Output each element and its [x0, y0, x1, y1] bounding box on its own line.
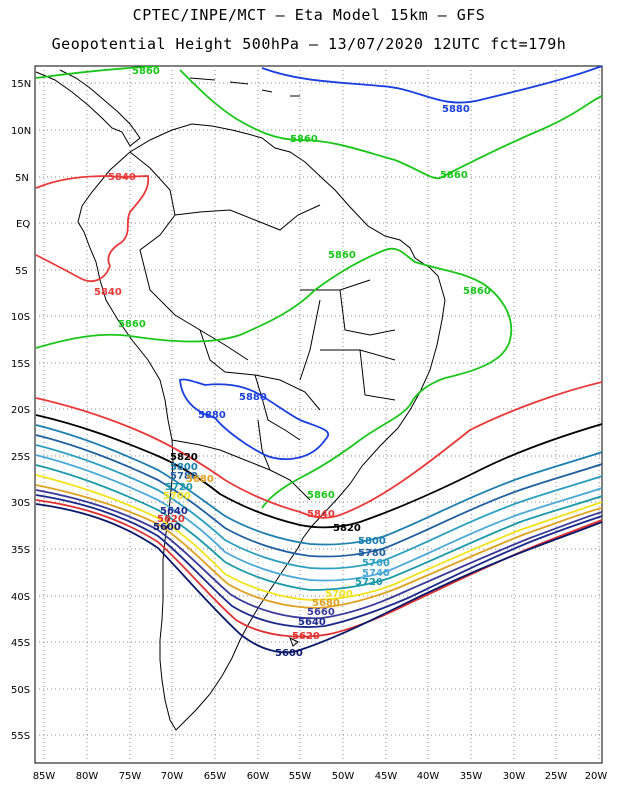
lon-label: 45W: [375, 771, 398, 782]
contour-label-5860: 5860: [132, 66, 160, 77]
lat-label: 10S: [11, 312, 30, 323]
contour-5780: [35, 434, 602, 558]
contour-label-5860: 5860: [118, 319, 146, 330]
lon-label: 60W: [247, 771, 270, 782]
lat-label: 15N: [11, 79, 31, 90]
contour-label-5640: 5640: [160, 506, 188, 517]
contour-5600: [35, 503, 602, 654]
contour-5760: [35, 444, 602, 570]
contour-5860: [35, 247, 513, 509]
contour-label-5860: 5860: [307, 490, 335, 501]
contour-label-5700: 5700: [163, 491, 191, 502]
gridlines: [35, 66, 602, 763]
contour-5740: [35, 454, 602, 582]
contour-5800: [35, 424, 602, 546]
contour-label-5720: 5720: [355, 577, 383, 588]
lat-label: 10N: [11, 126, 31, 137]
contour-label-5880: 5880: [239, 392, 267, 403]
lat-label: 55S: [11, 731, 30, 742]
contour-label-5720: 5720: [165, 482, 193, 493]
contour-5680: [35, 484, 602, 609]
country-borders: [129, 151, 321, 501]
lon-label: 50W: [332, 771, 355, 782]
lon-label: 30W: [503, 771, 526, 782]
lat-label: 40S: [11, 592, 30, 603]
caribbean-islands: [189, 77, 300, 97]
contour-label-5880: 5880: [442, 104, 470, 115]
lon-label: 55W: [289, 771, 312, 782]
contour-label-5760: 5760: [362, 558, 390, 569]
lat-label: EQ: [16, 219, 30, 230]
contour-5660: [35, 489, 602, 620]
contour-label-5780: 5780: [358, 548, 386, 559]
contour-label-5660: 5660: [307, 607, 335, 618]
contour-label-5840: 5840: [94, 287, 122, 298]
map-subtitle: Geopotential Height 500hPa – 13/07/2020 …: [51, 35, 567, 53]
lat-label: 25S: [11, 452, 30, 463]
contour-5840: [35, 381, 602, 519]
lat-label: 35S: [11, 545, 30, 556]
contour-label-5880: 5880: [198, 410, 226, 421]
contour-5700: [35, 474, 602, 601]
contour-label-5820: 5820: [170, 452, 198, 463]
lon-label: 85W: [33, 771, 56, 782]
contour-label-5860: 5860: [328, 250, 356, 261]
lat-label: 15S: [11, 359, 30, 370]
contour-label-5600: 5600: [153, 522, 181, 533]
contour-label-5700: 5700: [325, 589, 353, 600]
contour-label-5680: 5680: [186, 474, 214, 485]
lat-label: 50S: [11, 685, 30, 696]
contour-label-5840: 5840: [108, 172, 136, 183]
contour-label-5800: 5800: [358, 536, 386, 547]
contour-label-5620: 5620: [157, 514, 185, 525]
contour-label-5780: 5780: [170, 471, 198, 482]
contour-5840: [35, 175, 150, 282]
contour-label-5680: 5680: [312, 598, 340, 609]
brazil-state-borders: [299, 279, 396, 401]
latitude-labels: 15N 10N 5N EQ 5S 10S 15S 20S 25S 30S 35S…: [11, 79, 31, 742]
contours: [35, 66, 602, 654]
contour-label-5840: 5840: [307, 509, 335, 520]
lon-label: 65W: [204, 771, 227, 782]
contour-5620: [35, 499, 602, 638]
south-america-coastline: [77, 123, 446, 731]
contour-labels: 5860 5880 5860 5860 5840 5860 5860 5840 …: [94, 66, 491, 659]
contour-label-5860: 5860: [440, 170, 468, 181]
lat-label: 45S: [11, 638, 30, 649]
lon-label: 35W: [460, 771, 483, 782]
lat-label: 20S: [11, 405, 30, 416]
contour-5860: [35, 66, 602, 180]
contour-5880: [261, 66, 602, 104]
lat-label: 30S: [11, 498, 30, 509]
lon-label: 75W: [119, 771, 142, 782]
longitude-labels: 85W 80W 75W 70W 65W 60W 55W 50W 45W 40W …: [33, 771, 608, 782]
falkland-islands: [289, 636, 299, 647]
contour-5820: [35, 414, 602, 529]
contour-label-5800: 5800: [170, 462, 198, 473]
contour-label-5600: 5600: [275, 648, 303, 659]
lon-label: 70W: [161, 771, 184, 782]
contour-label-5620: 5620: [292, 631, 320, 642]
contour-5720: [35, 464, 602, 591]
contour-label-5820: 5820: [333, 523, 361, 534]
lon-label: 40W: [417, 771, 440, 782]
coastlines: [35, 69, 446, 731]
contour-label-5860: 5860: [290, 134, 318, 145]
plot-frame: [34, 65, 603, 764]
contour-label-5860: 5860: [463, 286, 491, 297]
contour-5640: [35, 494, 602, 628]
central-america-coastline: [35, 69, 141, 147]
lon-label: 25W: [545, 771, 568, 782]
lat-label: 5S: [15, 266, 28, 277]
lon-label: 20W: [585, 771, 608, 782]
map-title: CPTEC/INPE/MCT – Eta Model 15km – GFS: [132, 6, 486, 24]
contour-label-5640: 5640: [298, 617, 326, 628]
contour-5880: [179, 378, 330, 461]
contour-label-5740: 5740: [362, 568, 390, 579]
lat-label: 5N: [15, 173, 29, 184]
lon-label: 80W: [76, 771, 99, 782]
